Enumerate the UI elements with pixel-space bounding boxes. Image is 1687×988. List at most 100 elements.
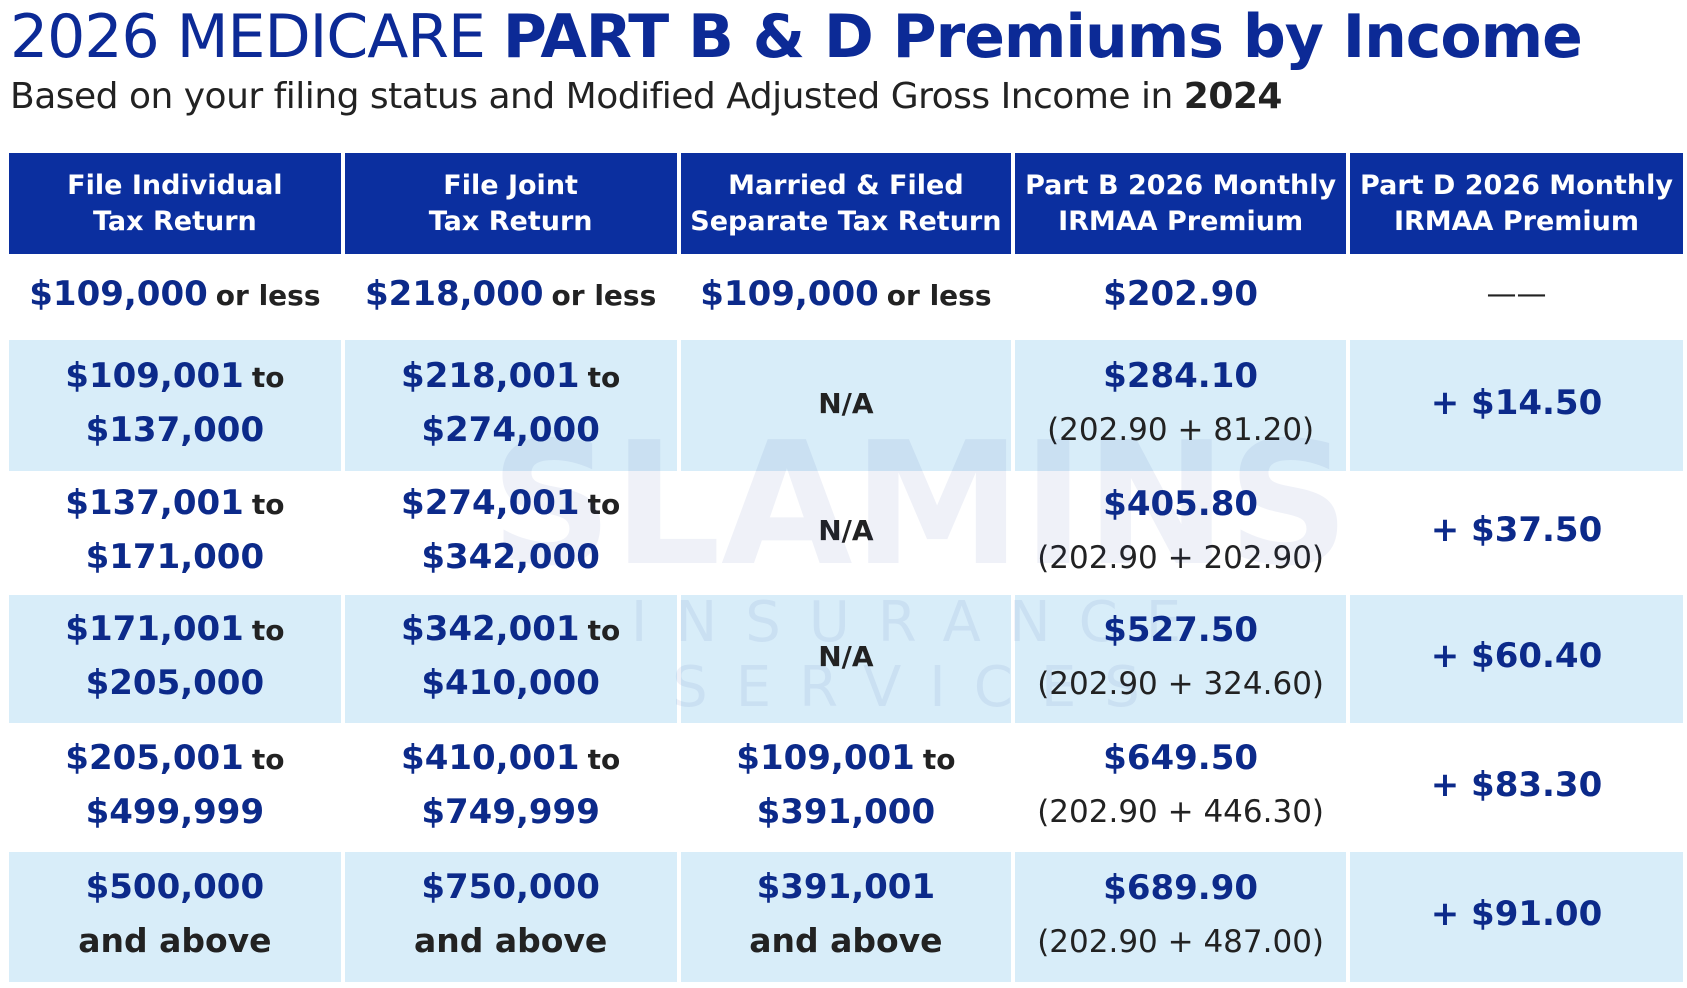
cell-line: $527.50 <box>1015 606 1346 660</box>
cell-line: + $14.50 <box>1350 379 1683 433</box>
cell-line: $749,999 <box>345 788 677 842</box>
table-cell: N/A <box>680 475 1012 591</box>
cell-text: $405.80 <box>1103 483 1259 524</box>
cell-text: $137,000 <box>85 409 265 450</box>
cell-text: to <box>587 488 621 521</box>
header-line: Separate Tax Return <box>690 205 1002 237</box>
table-cell: N/A <box>680 595 1012 723</box>
cell-line: $649.50 <box>1015 734 1346 788</box>
cell-line: $109,000 or less <box>681 270 1012 324</box>
cell-text: to <box>587 360 621 394</box>
cell-text: + $60.40 <box>1430 636 1603 676</box>
table-row: $500,000 and above $750,000 and above $391,0… <box>9 852 1683 982</box>
header-line: Tax Return <box>428 205 593 237</box>
cell-line: $205,001 to <box>9 734 341 788</box>
table-row: $137,001 to $171,000 $274,001 to $342,000 N/A $… <box>9 475 1683 591</box>
cell-line: and above <box>681 917 1012 971</box>
cell-text: to <box>251 742 285 776</box>
cell-text: and above <box>749 921 943 960</box>
table-cell: —— <box>1349 258 1683 336</box>
cell-text: $109,000 <box>29 274 208 314</box>
cell-text: $649.50 <box>1103 738 1259 778</box>
title: 2026 MEDICARE PART B & D Premiums by Inco… <box>10 2 1583 72</box>
cell-text: $109,001 <box>736 737 915 778</box>
table-cell: $218,001 to $274,000 <box>344 340 677 471</box>
cell-text: $391,000 <box>756 791 936 832</box>
header-line: IRMAA Premium <box>1058 205 1304 237</box>
cell-line: $218,001 to <box>345 352 677 406</box>
cell-line: and above <box>9 917 341 971</box>
cell-text: to <box>922 742 956 776</box>
table-cell: $202.90 <box>1015 258 1346 336</box>
cell-text: to <box>251 614 285 647</box>
cell-line: $109,001 to <box>9 352 341 406</box>
table-cell: $391,001 and above <box>680 852 1012 982</box>
cell-text: $171,000 <box>85 537 265 577</box>
table-cell: N/A <box>680 340 1012 471</box>
cell-text: to <box>587 742 621 776</box>
table-cell: $109,000 or less <box>680 258 1012 336</box>
cell-line: $391,001 <box>681 863 1012 917</box>
table-cell: $205,001 to $499,999 <box>9 727 341 848</box>
subtitle-text: Based on your filing status and Modified… <box>10 76 1173 117</box>
cell-text: $284.10 <box>1103 356 1259 396</box>
cell-text: + $83.30 <box>1430 764 1603 805</box>
cell-text: $109,000 <box>700 274 879 314</box>
column-header: Part D 2026 Monthly IRMAA Premium <box>1349 153 1683 254</box>
cell-line: N/A <box>681 507 1012 559</box>
cell-text: $202.90 <box>1103 274 1259 314</box>
cell-text: to <box>251 360 285 394</box>
header-line: Tax Return <box>93 205 257 237</box>
cell-text: (202.90 + 202.90) <box>1037 539 1325 576</box>
header-line: File Individual <box>67 169 283 201</box>
table-cell: + $60.40 <box>1349 595 1683 723</box>
table-cell: $527.50 (202.90 + 324.60) <box>1015 595 1346 723</box>
header-line: File Joint <box>443 169 578 201</box>
cell-line: $274,000 <box>345 406 677 460</box>
column-header: File Joint Tax Return <box>344 153 677 254</box>
cell-line: $171,000 <box>9 533 341 587</box>
table-cell: $405.80 (202.90 + 202.90) <box>1015 475 1346 591</box>
cell-line: $410,001 to <box>345 734 677 788</box>
cell-line: (202.90 + 446.30) <box>1015 788 1346 841</box>
cell-line: $137,001 to <box>9 479 341 533</box>
cell-text: $410,001 <box>401 737 580 778</box>
cell-line: $342,000 <box>345 533 677 587</box>
table-cell: $109,001 to $137,000 <box>9 340 341 471</box>
cell-text: + $14.50 <box>1430 382 1603 423</box>
cell-text: $274,000 <box>421 409 600 450</box>
table-row: $205,001 to $499,999 $410,001 to $749,999 $109… <box>9 727 1683 848</box>
cell-text: (202.90 + 81.20) <box>1047 412 1315 448</box>
cell-text: $171,001 <box>65 609 244 649</box>
cell-text: $205,001 <box>65 737 244 778</box>
cell-text: $274,001 <box>401 483 580 523</box>
cell-text: N/A <box>818 640 874 673</box>
cell-line: (202.90 + 202.90) <box>1015 534 1346 587</box>
cell-text: $749,999 <box>421 791 600 832</box>
title-light: 2026 MEDICARE <box>10 2 486 72</box>
cell-line: + $37.50 <box>1350 506 1683 560</box>
cell-text: $342,001 <box>401 609 580 649</box>
cell-text: $342,000 <box>421 537 600 577</box>
cell-line: $274,001 to <box>345 479 677 533</box>
cell-text: and above <box>413 921 608 960</box>
cell-text: (202.90 + 324.60) <box>1037 665 1325 702</box>
cell-text: N/A <box>818 514 874 547</box>
cell-line: and above <box>345 917 677 971</box>
cell-text: $391,001 <box>756 867 936 907</box>
cell-line: $499,999 <box>9 788 341 842</box>
table-cell: $218,000 or less <box>344 258 677 336</box>
cell-text: $218,000 <box>365 274 544 314</box>
cell-text: + $37.50 <box>1430 510 1603 550</box>
table-cell: $109,001 to $391,000 <box>680 727 1012 848</box>
cell-text: $527.50 <box>1103 609 1259 650</box>
column-header: Married & Filed Separate Tax Return <box>680 153 1012 254</box>
cell-text: —— <box>1486 277 1547 312</box>
table-cell: $274,001 to $342,000 <box>344 475 677 591</box>
table-cell: $750,000 and above <box>344 852 677 982</box>
cell-text: $500,000 <box>85 867 265 907</box>
cell-text: or less <box>215 279 321 312</box>
cell-line: $109,000 or less <box>9 270 341 324</box>
table-row: $109,000 or less $218,000 or less $109,000 or… <box>9 258 1683 336</box>
cell-line: $405.80 <box>1015 480 1346 534</box>
